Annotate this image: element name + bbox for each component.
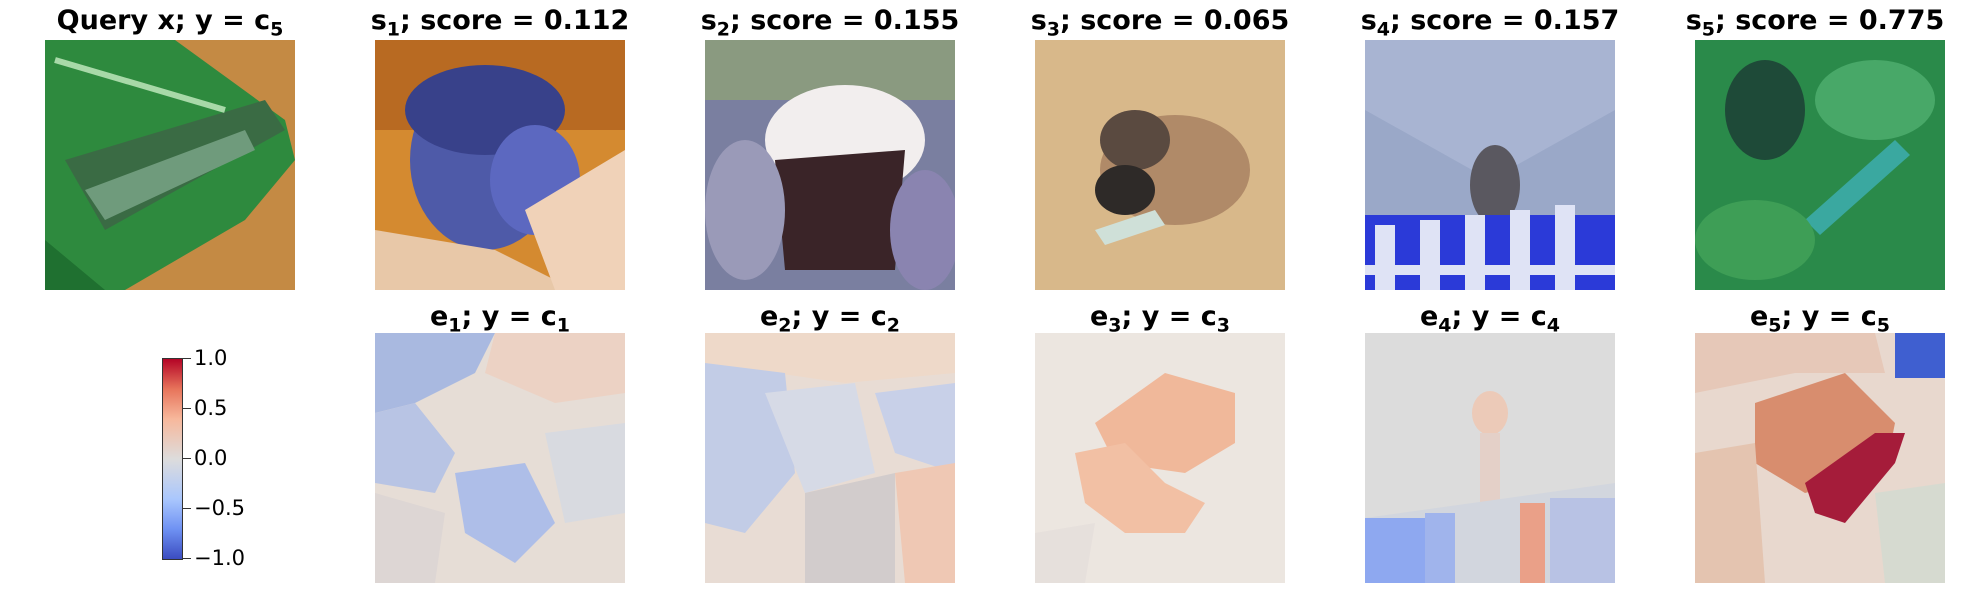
explanation-title-3: e3; y = c3 — [1089, 301, 1230, 337]
query-image — [45, 40, 295, 290]
explanation-title-1: e1; y = c1 — [429, 301, 570, 337]
colorbar-tick-2 — [183, 408, 191, 409]
similar-title-4: s4; score = 0.157 — [1360, 5, 1620, 41]
similar-image-2 — [705, 40, 955, 290]
colorbar — [162, 358, 183, 560]
explanation-title-5: e5; y = c5 — [1749, 301, 1890, 337]
explanation-map-2 — [705, 333, 955, 583]
explanation-map-3 — [1035, 333, 1285, 583]
colorbar-label-3: 0.0 — [194, 446, 228, 470]
colorbar-label-1: 1.0 — [194, 346, 228, 370]
similar-title-1: s1; score = 0.112 — [370, 5, 630, 41]
similar-title-3: s3; score = 0.065 — [1030, 5, 1290, 41]
colorbar-tick-3 — [183, 458, 191, 459]
explanation-map-5 — [1695, 333, 1945, 583]
similar-image-1 — [375, 40, 625, 290]
similar-image-4 — [1365, 40, 1615, 290]
explanation-map-1 — [375, 333, 625, 583]
colorbar-label-5: −1.0 — [194, 546, 245, 570]
similar-image-5 — [1695, 40, 1945, 290]
colorbar-tick-1 — [183, 358, 191, 359]
colorbar-tick-5 — [183, 558, 191, 559]
query-title: Query x; y = c5 — [56, 5, 284, 41]
explanation-title-4: e4; y = c4 — [1419, 301, 1560, 337]
similar-image-3 — [1035, 40, 1285, 290]
colorbar-tick-4 — [183, 508, 191, 509]
similar-title-2: s2; score = 0.155 — [700, 5, 960, 41]
explanation-title-2: e2; y = c2 — [759, 301, 900, 337]
similar-title-5: s5; score = 0.775 — [1685, 5, 1945, 41]
explanation-map-4 — [1365, 333, 1615, 583]
colorbar-label-4: −0.5 — [194, 496, 245, 520]
colorbar-label-2: 0.5 — [194, 396, 228, 420]
